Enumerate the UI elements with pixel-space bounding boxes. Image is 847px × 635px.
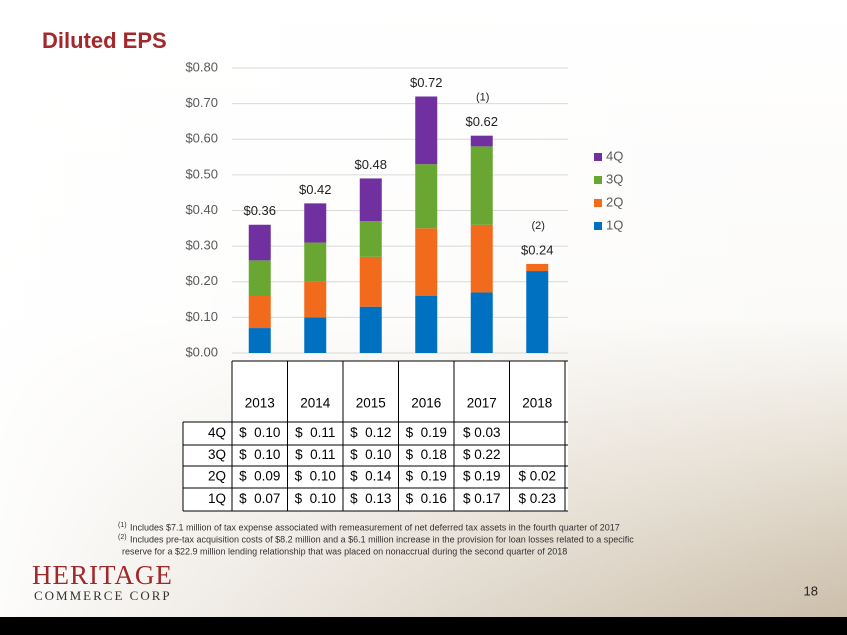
bar-segment bbox=[248, 296, 271, 329]
table-year: 2013 bbox=[245, 396, 275, 411]
legend-label: 1Q bbox=[606, 217, 623, 232]
y-tick-label: $0.20 bbox=[185, 273, 218, 288]
bar-segment bbox=[526, 263, 549, 272]
bar-segment bbox=[415, 228, 438, 296]
annotation: (1) bbox=[476, 92, 489, 104]
table-cell: $ 0.16 bbox=[406, 491, 447, 506]
bar-segment bbox=[470, 135, 493, 147]
slide-title: Diluted EPS bbox=[42, 28, 167, 53]
table-cell: $ 0.09 bbox=[239, 469, 280, 484]
footnote-text: Includes pre-tax acquisition costs of $8… bbox=[130, 534, 634, 544]
bar-segment bbox=[359, 256, 382, 307]
page-number: 18 bbox=[804, 583, 818, 598]
table-cell: $ 0.10 bbox=[295, 469, 336, 484]
annotation: (2) bbox=[532, 220, 545, 232]
total-label: $0.62 bbox=[465, 114, 498, 129]
bar-segment bbox=[304, 281, 327, 318]
total-label: $0.42 bbox=[299, 182, 332, 197]
bar-segment bbox=[415, 164, 438, 229]
table-cell: $ 0.11 bbox=[295, 425, 335, 440]
table-cell: $ 0.02 bbox=[518, 469, 556, 484]
total-label: $0.24 bbox=[521, 242, 554, 257]
y-tick-label: $0.40 bbox=[185, 202, 218, 217]
bar-segment bbox=[304, 203, 327, 243]
table-cell: $ 0.07 bbox=[239, 491, 280, 506]
table-row-label: 1Q bbox=[208, 491, 226, 506]
table-cell: $ 0.10 bbox=[295, 491, 336, 506]
table-cell: $ 0.19 bbox=[463, 469, 501, 484]
legend-swatch bbox=[594, 176, 602, 184]
bar-segment bbox=[359, 306, 382, 353]
table-row-label: 2Q bbox=[208, 469, 226, 484]
footnote-marker: (2) bbox=[118, 534, 127, 541]
y-tick-label: $0.80 bbox=[185, 59, 218, 74]
total-label: $0.48 bbox=[354, 157, 387, 172]
y-tick-label: $0.30 bbox=[185, 238, 218, 253]
bar-segment bbox=[470, 224, 493, 293]
bar-segment bbox=[304, 317, 327, 353]
table-header-bg bbox=[232, 361, 568, 422]
table-cell: $ 0.22 bbox=[463, 447, 501, 462]
table-year: 2018 bbox=[522, 396, 552, 411]
y-tick-label: $0.50 bbox=[185, 166, 218, 181]
bar-segment bbox=[359, 178, 382, 222]
table-row-label: 3Q bbox=[208, 447, 226, 462]
table-year: 2017 bbox=[467, 396, 497, 411]
footnote-text: reserve for a $22.9 million lending rela… bbox=[122, 546, 567, 556]
legend-swatch bbox=[594, 153, 602, 161]
bar-segment bbox=[415, 96, 438, 165]
table-year: 2016 bbox=[411, 396, 441, 411]
legend-label: 2Q bbox=[606, 194, 623, 209]
table-row-label: 4Q bbox=[208, 425, 226, 440]
table-cell: $ 0.13 bbox=[350, 491, 391, 506]
table-cell: $ 0.14 bbox=[350, 469, 392, 484]
legend-label: 3Q bbox=[606, 171, 623, 186]
logo-name: HERITAGE bbox=[32, 560, 173, 590]
y-tick-label: $0.70 bbox=[185, 95, 218, 110]
table-cell: $ 0.12 bbox=[350, 425, 391, 440]
y-tick-label: $0.00 bbox=[185, 344, 218, 359]
data-table: 2013 2014 2015 2016 2017 2018 4Q $ 0.10 $ 0.11 $ … bbox=[182, 360, 568, 512]
table-cell: $ 0.17 bbox=[463, 491, 501, 506]
legend-swatch bbox=[594, 222, 602, 230]
bar-segment bbox=[304, 242, 327, 282]
legend-label: 4Q bbox=[606, 148, 623, 163]
bar-segment bbox=[248, 328, 271, 353]
table-year: 2014 bbox=[300, 396, 331, 411]
bar-segment bbox=[415, 296, 438, 353]
table-cell: $ 0.10 bbox=[239, 425, 280, 440]
bar-segment bbox=[248, 260, 271, 296]
table-cell: $ 0.10 bbox=[239, 447, 280, 462]
bar-segment bbox=[248, 224, 271, 261]
table-cell: $ 0.10 bbox=[350, 447, 391, 462]
logo-subtitle: COMMERCE CORP bbox=[34, 588, 172, 603]
table-cell: $ 0.11 bbox=[295, 447, 335, 462]
y-tick-label: $0.10 bbox=[185, 309, 218, 324]
table-cell: $ 0.18 bbox=[406, 447, 447, 462]
bar-segment bbox=[470, 292, 493, 353]
total-label: $0.36 bbox=[243, 203, 276, 218]
footnote-marker: (1) bbox=[118, 522, 127, 529]
total-label: $0.72 bbox=[410, 75, 443, 90]
bar-segment bbox=[359, 221, 382, 257]
table-cell: $ 0.19 bbox=[406, 469, 447, 484]
bar-segment bbox=[526, 271, 549, 353]
legend-swatch bbox=[594, 199, 602, 207]
footnote-text: Includes $7.1 million of tax expense ass… bbox=[130, 522, 620, 532]
bottom-bar bbox=[0, 617, 847, 635]
table-cell: $ 0.03 bbox=[463, 425, 501, 440]
chart: $0.00 $0.10 $0.20 $0.30 $0.40 $0.50 $0.60 $0.70… bbox=[182, 59, 623, 512]
y-tick-label: $0.60 bbox=[185, 131, 218, 146]
table-cell: $ 0.23 bbox=[518, 491, 556, 506]
table-year: 2015 bbox=[356, 396, 386, 411]
table-cell: $ 0.19 bbox=[406, 425, 447, 440]
bar-segment bbox=[470, 146, 493, 225]
